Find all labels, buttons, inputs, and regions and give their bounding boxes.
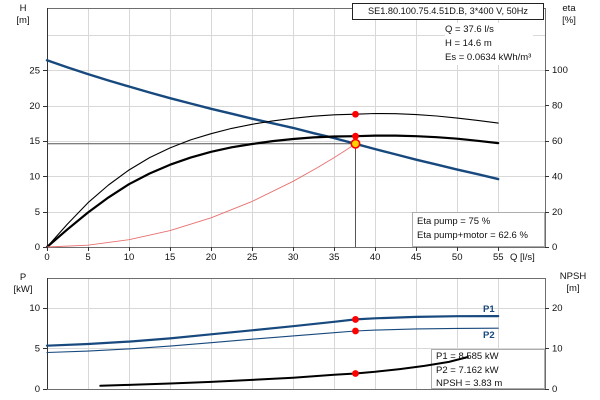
npsh-curve — [99, 356, 469, 387]
head-axis-title: H [m] — [16, 3, 30, 26]
operating-point-dot — [352, 132, 359, 140]
x-tick-label: 10 — [124, 252, 135, 263]
annotation-box-bg — [431, 349, 545, 389]
duty-head-value: H = 14.6 m — [445, 38, 492, 49]
eta-pump-curve — [46, 112, 499, 248]
y-right-tick-label: 40 — [552, 171, 563, 182]
y-right-tick-label: 80 — [552, 101, 563, 112]
p2-curve — [46, 327, 499, 354]
eta-annotation-box: Eta pump = 75 % Eta pump+motor = 62.6 % — [417, 215, 528, 242]
p2-curve-label: P2 — [483, 330, 495, 341]
y-left-tick-label: 25 — [29, 65, 40, 76]
x-tick-label: 30 — [288, 252, 299, 263]
y-right-tick-label: 0 — [552, 384, 557, 395]
p1-curve — [45, 315, 500, 347]
y-right-tick-label: 100 — [552, 65, 568, 76]
system-curve — [46, 143, 356, 248]
x-tick-label: 0 — [44, 252, 49, 263]
x-tick-label: 35 — [329, 252, 340, 263]
operating-point-dot — [352, 370, 359, 377]
y-right-tick-label: 10 — [552, 344, 563, 355]
x-tick-label: 20 — [206, 252, 217, 263]
power-axis-title: P [kW] — [13, 272, 33, 295]
x-tick-label: 15 — [165, 252, 176, 263]
operating-point-dot — [352, 316, 359, 323]
p1-curve-label: P1 — [483, 304, 495, 315]
eta-pump-motor-curve — [45, 134, 500, 249]
annotation-box-bg — [412, 212, 545, 247]
y-right-tick-label: 20 — [552, 303, 563, 314]
duty-flow-value: Q = 37.6 l/s — [445, 24, 494, 35]
y-left-tick-label: 5 — [35, 207, 40, 218]
operating-point-dot — [352, 110, 359, 118]
p2-value: P2 = 7.162 kW — [436, 364, 499, 376]
flow-axis-title: Q [l/s] — [510, 252, 535, 263]
pump-model-title: SE1.80.100.75.4.51D.B, 3*400 V, 50Hz — [352, 3, 544, 20]
y-right-tick-label: 0 — [552, 242, 557, 253]
y-left-tick-label: 15 — [29, 136, 40, 147]
x-tick-label: 45 — [411, 252, 422, 263]
x-tick-label: 40 — [370, 252, 381, 263]
y-right-tick-label: 60 — [552, 136, 563, 147]
x-tick-label: 55 — [493, 252, 504, 263]
y-left-tick-label: 0 — [35, 384, 40, 395]
y-right-tick-label: 20 — [552, 207, 563, 218]
power-annotation-box: P1 = 8.585 kW P2 = 7.162 kW NPSH = 3.83 … — [436, 350, 502, 391]
y-left-tick-label: 10 — [29, 303, 40, 314]
y-left-tick-label: 10 — [29, 171, 40, 182]
duty-energy-value: Es = 0.0634 kWh/m³ — [445, 52, 532, 63]
eta-axis-title: eta [%] — [562, 3, 576, 26]
y-left-tick-label: 20 — [29, 101, 40, 112]
x-tick-label: 50 — [452, 252, 463, 263]
p1-value: P1 = 8.585 kW — [436, 351, 499, 362]
eta-pump-value: Eta pump = 75 % — [417, 216, 491, 227]
npsh-value: NPSH = 3.83 m — [436, 378, 503, 389]
y-left-tick-label: 5 — [35, 344, 40, 355]
x-tick-label: 5 — [85, 252, 90, 263]
duty-point-marker — [350, 138, 361, 149]
pump-curve-hq — [45, 59, 500, 181]
x-tick-label: 25 — [247, 252, 258, 263]
npsh-axis-title: NPSH [m] — [559, 271, 587, 294]
eta-pump-motor-value: Eta pump+motor = 62.6 % — [417, 229, 528, 241]
operating-point-dot — [352, 327, 359, 335]
y-left-tick-label: 0 — [35, 242, 40, 253]
duty-point-info: Q = 37.6 l/s H = 14.6 m Es = 0.0634 kWh/… — [445, 23, 534, 65]
